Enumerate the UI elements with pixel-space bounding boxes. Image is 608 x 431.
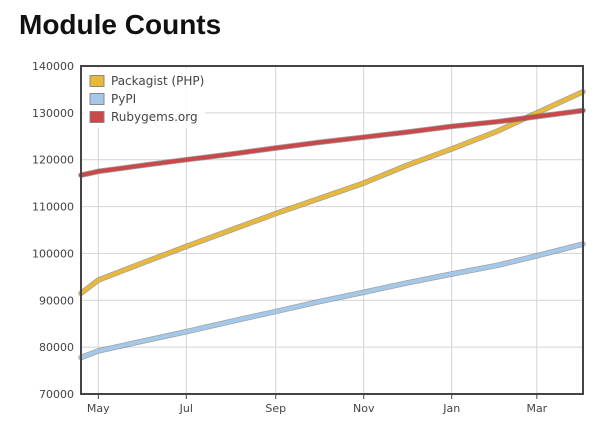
y-tick-label: 100000 [32,247,74,260]
data-point [362,136,365,139]
legend: Packagist (PHP) PyPI Rubygems.org [83,68,205,128]
data-point [141,339,145,343]
data-point [97,170,100,173]
data-point [495,264,498,267]
legend-label: Rubygems.org [111,110,198,124]
y-tick-label: 90000 [39,294,74,307]
data-point [185,330,188,333]
data-point [535,254,539,257]
legend-swatch [89,111,105,123]
data-point [274,310,277,313]
data-point [229,228,233,232]
legend-swatch [89,75,105,87]
data-point [317,141,321,144]
data-point [317,197,321,200]
y-axis-ticks: 70000 80000 90000 100000 110000 120000 130000 1… [32,60,74,401]
data-point [274,212,277,215]
y-tick-label: 140000 [32,60,74,73]
data-point [229,152,233,156]
x-tick-label: Jul [179,402,193,415]
legend-label: PyPI [111,92,136,106]
x-tick-label: Mar [526,402,547,415]
y-tick-label: 120000 [32,154,74,167]
plot-frame [80,65,584,395]
data-point [274,146,277,150]
data-point [141,164,145,167]
data-point [450,272,453,276]
chart-title: Module Counts [19,9,222,40]
data-point [495,120,498,123]
legend-swatch [89,93,105,105]
legend-label: Packagist (PHP) [111,74,204,88]
data-point [317,300,321,303]
data-point [185,158,188,161]
y-tick-label: 70000 [39,388,74,401]
data-point [495,130,498,133]
x-tick-label: May [87,402,110,415]
data-point [362,291,365,294]
data-point [405,130,409,134]
x-tick-label: Nov [353,402,375,415]
data-point [97,349,100,353]
x-axis-ticks: May Jul Sep Nov Jan Mar [87,394,548,415]
data-point [97,278,100,282]
data-point [535,115,539,118]
data-point [450,125,453,128]
data-point [229,320,233,323]
data-point [405,164,409,167]
data-point [535,111,539,115]
data-point [450,147,453,151]
y-tick-label: 110000 [32,201,74,214]
x-tick-label: Jan [442,402,460,415]
data-point [185,245,188,248]
data-point [362,181,365,185]
x-tick-label: Sep [265,402,286,415]
data-point [141,261,145,264]
data-point [405,281,409,285]
y-tick-label: 130000 [32,107,74,120]
series-lines [78,89,586,361]
y-tick-label: 80000 [39,341,74,354]
